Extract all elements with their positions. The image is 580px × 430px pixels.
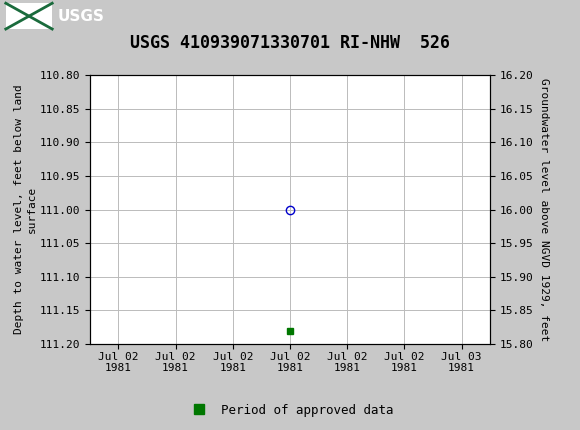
Text: USGS 410939071330701 RI-NHW  526: USGS 410939071330701 RI-NHW 526: [130, 34, 450, 52]
Bar: [6, 3, 52, 29]
Legend: Period of approved data: Period of approved data: [181, 399, 399, 421]
Y-axis label: Depth to water level, feet below land
surface: Depth to water level, feet below land su…: [14, 85, 37, 335]
Text: USGS: USGS: [58, 9, 105, 24]
Y-axis label: Groundwater level above NGVD 1929, feet: Groundwater level above NGVD 1929, feet: [539, 78, 549, 341]
